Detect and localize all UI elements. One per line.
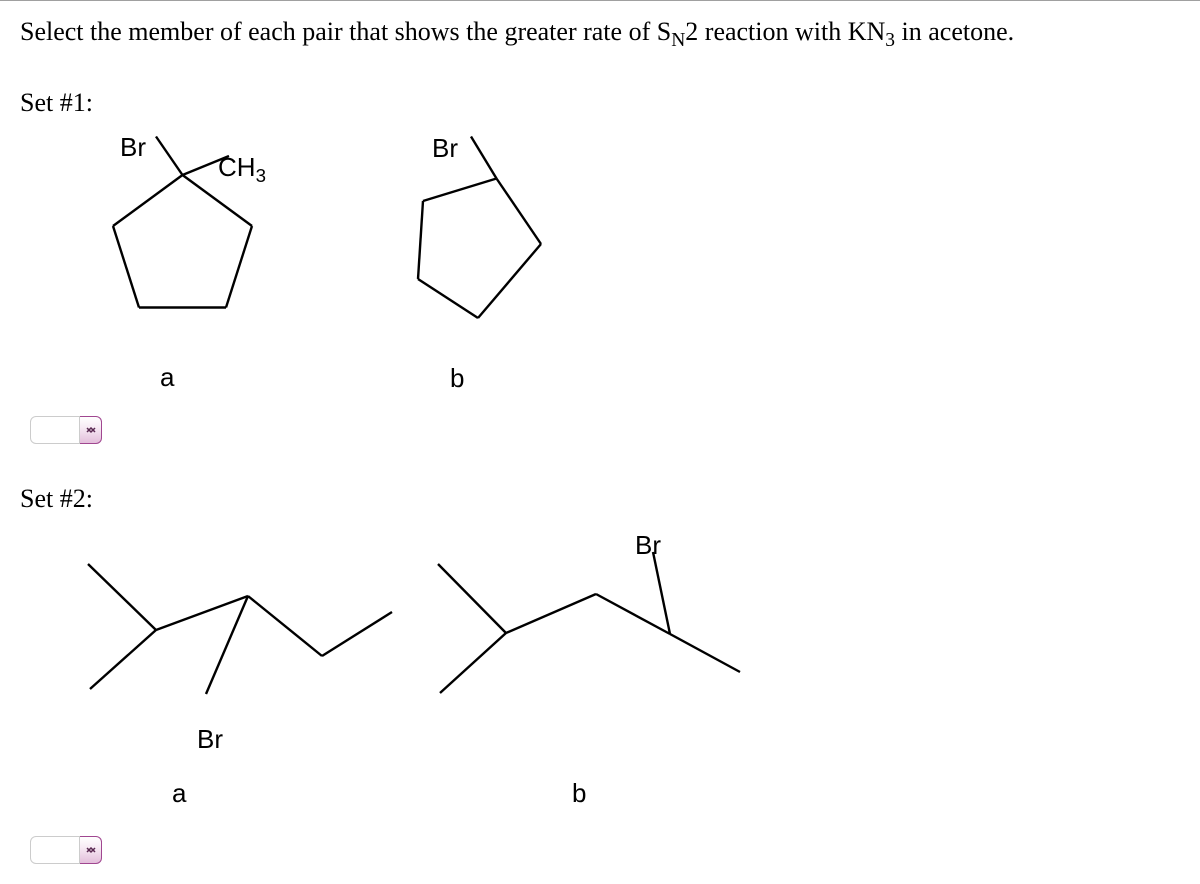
option-label-a: a xyxy=(160,362,174,393)
structure-set1_a xyxy=(55,132,315,372)
answer-input-set-2[interactable] xyxy=(30,836,80,864)
question-text: Select the member of each pair that show… xyxy=(20,14,1180,54)
answer-input-set-1[interactable] xyxy=(30,416,80,444)
structure-set1_b xyxy=(378,132,578,372)
structure-set2_b xyxy=(420,530,760,760)
answer-select-set-1[interactable] xyxy=(30,416,102,444)
chevron-down-icon xyxy=(86,427,96,434)
atom-label-ch3: CH3 xyxy=(218,152,266,187)
atom-label-br: Br xyxy=(635,530,661,561)
option-label-b: b xyxy=(450,363,464,394)
answer-stepper-set-2[interactable] xyxy=(80,836,102,864)
set-2-label: Set #2: xyxy=(20,484,93,514)
atom-ch: CH xyxy=(218,152,256,182)
question-sub-3: 3 xyxy=(885,30,895,51)
question-mid: 2 reaction with KN xyxy=(685,17,885,46)
answer-select-set-2[interactable] xyxy=(30,836,102,864)
atom-ch3-sub: 3 xyxy=(256,165,266,186)
set-1-label: Set #1: xyxy=(20,88,93,118)
atom-label-br: Br xyxy=(197,724,223,755)
question-prefix: Select the member of each pair that show… xyxy=(20,17,671,46)
atom-label-br: Br xyxy=(120,132,146,163)
option-label-b: b xyxy=(572,778,586,809)
question-suffix: in acetone. xyxy=(895,17,1014,46)
question-sub-n: N xyxy=(671,30,685,51)
answer-stepper-set-1[interactable] xyxy=(80,416,102,444)
atom-label-br: Br xyxy=(432,133,458,164)
structure-set2_a xyxy=(70,530,400,770)
chevron-down-icon xyxy=(86,847,96,854)
option-label-a: a xyxy=(172,778,186,809)
